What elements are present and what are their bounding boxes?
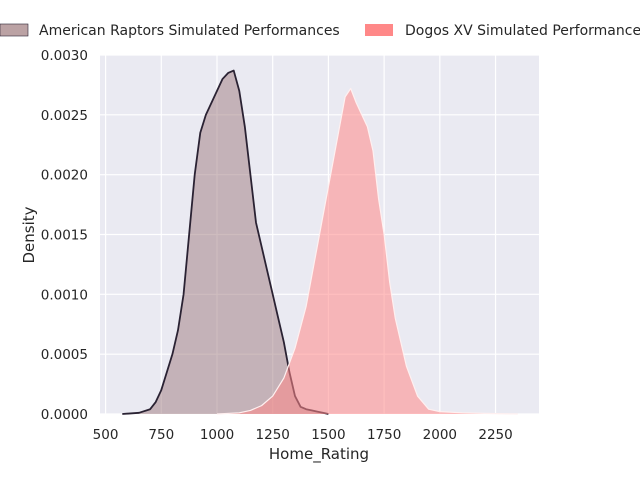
x-axis-label: Home_Rating: [269, 445, 369, 464]
x-tick-labels: 500 750 1000 1250 1500 1750 2000 2250: [93, 427, 513, 443]
legend-label-dogos-xv: Dogos XV Simulated Performances: [405, 23, 640, 39]
legend-swatch-dogos-xv: [365, 24, 393, 36]
y-tick-label: 0.0020: [41, 168, 88, 184]
series-areas: [122, 69, 518, 415]
x-tick-label: 1750: [367, 427, 401, 443]
legend-swatch-american-raptors: [0, 23, 29, 37]
y-tick-label: 0.0010: [41, 287, 88, 303]
x-tick-label: 750: [148, 427, 174, 443]
y-tick-label: 0.0025: [41, 108, 88, 124]
y-tick-label: 0.0000: [41, 407, 88, 423]
y-tick-label: 0.0015: [41, 228, 88, 244]
x-tick-label: 2250: [478, 427, 512, 443]
series-line-1: [216, 87, 518, 415]
series-area-0: [122, 70, 329, 414]
x-tick-label: 2000: [423, 427, 457, 443]
x-tick-label: 1000: [200, 427, 234, 443]
legend: American Raptors Simulated Performances …: [0, 23, 640, 39]
x-tick-label: 1250: [256, 427, 290, 443]
x-tick-label: 1500: [311, 427, 345, 443]
series-area-1: [216, 88, 518, 414]
y-axis-label: Density: [20, 206, 38, 263]
x-tick-label: 500: [93, 427, 119, 443]
legend-label-american-raptors: American Raptors Simulated Performances: [39, 23, 340, 39]
y-tick-label: 0.0030: [41, 48, 88, 64]
y-tick-label: 0.0005: [41, 347, 88, 363]
y-tick-labels: 0.0000 0.0005 0.0010 0.0015 0.0020 0.0025 0.00…: [41, 48, 88, 423]
